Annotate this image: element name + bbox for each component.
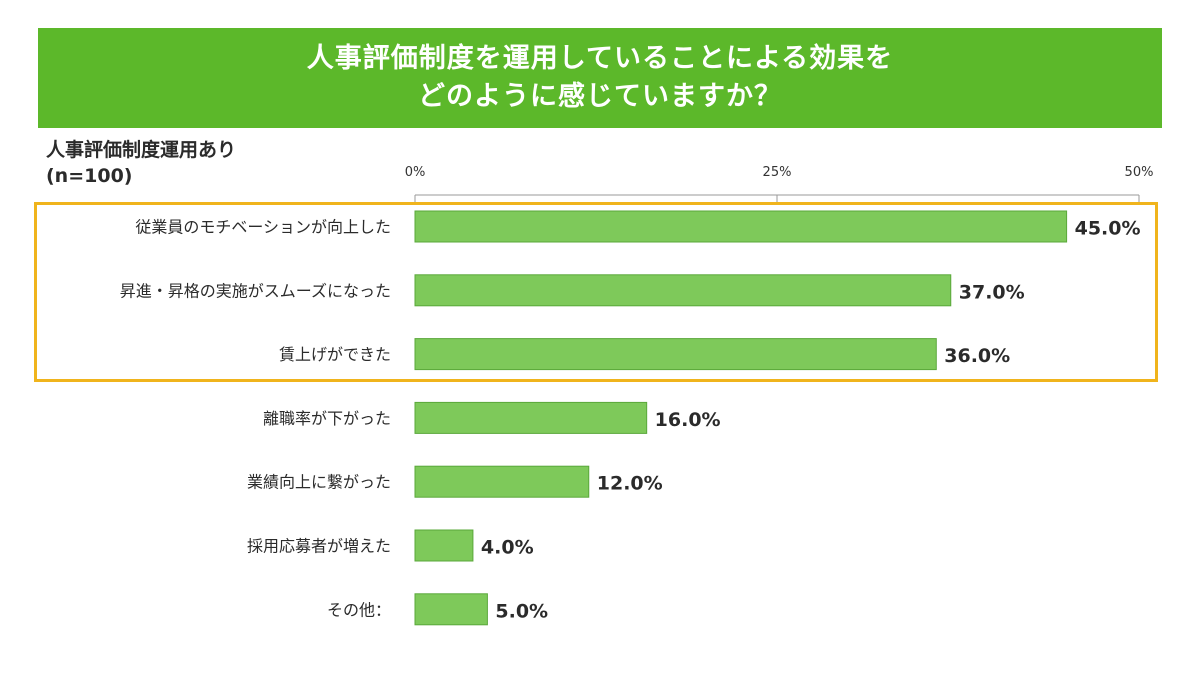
- bar: [414, 338, 937, 371]
- bar: [414, 593, 488, 626]
- bar: [414, 274, 952, 307]
- category-label: 業績向上に繋がった: [247, 473, 391, 492]
- category-label: 離職率が下がった: [263, 409, 391, 428]
- category-label: 従業員のモチベーションが向上した: [135, 218, 391, 237]
- category-label: その他：: [327, 600, 391, 619]
- bar: [414, 465, 590, 498]
- chart-title-line-1: 人事評価制度を運用していることによる効果を: [306, 43, 894, 74]
- chart-title-line-2: どのように感じていますか？: [418, 81, 782, 112]
- highlight-box: [34, 202, 1158, 382]
- data-label: 45.0%: [1075, 218, 1141, 240]
- bar: [414, 401, 648, 434]
- data-label: 16.0%: [655, 409, 721, 431]
- data-label: 36.0%: [944, 345, 1010, 367]
- group-label-sample-size: (n=100): [46, 165, 133, 187]
- bar: [414, 529, 474, 562]
- category-label: 昇進・昇格の実施がスムーズになった: [120, 281, 391, 300]
- data-label: 12.0%: [597, 473, 663, 495]
- bar: [414, 210, 1068, 243]
- x-tick-label: 25%: [763, 165, 792, 180]
- category-label: 賃上げができた: [279, 345, 391, 364]
- data-label: 4.0%: [481, 537, 534, 559]
- x-tick-label: 0%: [405, 165, 426, 180]
- group-label-name: 人事評価制度運用あり: [46, 139, 237, 161]
- title-banner: 人事評価制度を運用していることによる効果を どのように感じていますか？: [38, 28, 1162, 128]
- x-tick-label: 50%: [1125, 165, 1154, 180]
- data-label: 37.0%: [959, 281, 1025, 303]
- category-label: 採用応募者が増えた: [247, 537, 391, 556]
- data-label: 5.0%: [495, 600, 548, 622]
- group-label: 人事評価制度運用あり (n=100): [46, 137, 236, 189]
